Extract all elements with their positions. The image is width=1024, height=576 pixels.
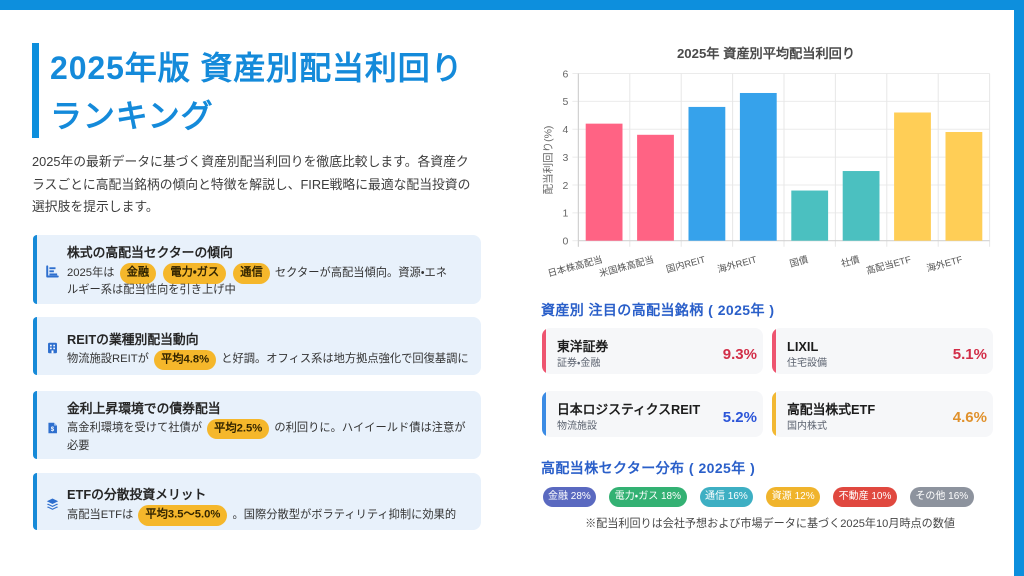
svg-text:海外REIT: 海外REIT xyxy=(716,253,758,274)
svg-text:米国株高配当: 米国株高配当 xyxy=(598,254,655,279)
svg-text:5: 5 xyxy=(563,96,569,108)
svg-text:$: $ xyxy=(51,425,55,432)
svg-text:配当利回り(%): 配当利回り(%) xyxy=(542,126,555,195)
svg-text:4: 4 xyxy=(563,124,569,136)
svg-text:2025年 資産別平均配当利回り: 2025年 資産別平均配当利回り xyxy=(677,45,855,61)
svg-text:社債: 社債 xyxy=(840,254,861,269)
svg-text:2: 2 xyxy=(563,180,569,192)
svg-text:3: 3 xyxy=(563,152,569,164)
svg-text:国債: 国債 xyxy=(788,254,809,269)
svg-text:6: 6 xyxy=(563,68,569,80)
svg-text:高配当ETF: 高配当ETF xyxy=(865,253,912,276)
svg-text:海外ETF: 海外ETF xyxy=(925,253,963,273)
svg-text:日本株高配当: 日本株高配当 xyxy=(546,254,603,279)
svg-text:0: 0 xyxy=(563,236,569,248)
svg-text:国内REIT: 国内REIT xyxy=(665,253,707,274)
svg-text:1: 1 xyxy=(563,208,569,220)
